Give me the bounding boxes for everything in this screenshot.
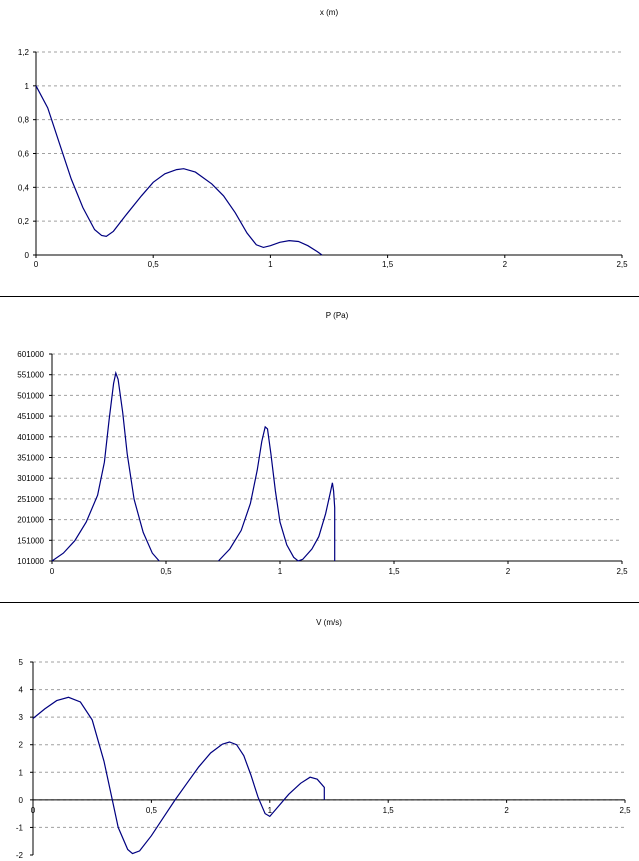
- y-tick-label: 251000: [17, 495, 44, 504]
- y-tick-label: 0: [25, 251, 30, 260]
- y-tick-label: 351000: [17, 454, 44, 463]
- y-tick-label: 501000: [17, 391, 44, 400]
- x-tick-label: 2: [504, 806, 509, 815]
- chart-panel-p: P (Pa) 101000 151000 201000 251000 301000 3510…: [0, 297, 639, 602]
- x-tick-label: 1: [278, 567, 283, 576]
- x-tick-label: 2,5: [616, 567, 628, 576]
- x-tick-label: 1: [268, 806, 273, 815]
- y-tick-label: 1,2: [18, 48, 30, 57]
- y-tick-label: -2: [16, 851, 24, 860]
- y-tick-label: 4: [19, 686, 24, 695]
- y-tick-label: 5: [19, 658, 24, 667]
- y-tick-label: 151000: [17, 536, 44, 545]
- y-tick-label: -1: [16, 823, 24, 832]
- x-tick-label: 0: [31, 806, 36, 815]
- chart-panel-v: V (m/s) -2 -1 0 1 2 3 4 5 0 0,5 1 1,5 2 2,5: [0, 603, 639, 861]
- x-tick-label: 0,5: [146, 806, 158, 815]
- series-line: [51, 370, 160, 562]
- x-tick-label: 1: [268, 260, 273, 269]
- chart-x: x (m) 0 0,2 0,4 0,6 0,8 1 1,2 0 0,5 1 1,5 2 2,5: [18, 8, 628, 269]
- chart-title: V (m/s): [316, 618, 342, 627]
- y-tick-label: 551000: [17, 371, 44, 380]
- chart-title: x (m): [320, 8, 339, 17]
- chart-p: P (Pa) 101000 151000 201000 251000 301000 3510…: [17, 311, 628, 576]
- x-tick-label: 0: [34, 260, 39, 269]
- series-line: [217, 425, 336, 562]
- y-tick-label: 0: [19, 796, 24, 805]
- panel-divider: [0, 296, 639, 297]
- y-tick-label: 1: [19, 768, 24, 777]
- x-tick-label: 1,5: [383, 806, 395, 815]
- y-tick-label: 101000: [17, 557, 44, 566]
- chart-panel-x: x (m) 0 0,2 0,4 0,6 0,8 1 1,2 0 0,5 1 1,5 2 2,5: [0, 0, 639, 296]
- y-tick-label: 2: [19, 741, 24, 750]
- y-tick-label: 601000: [17, 350, 44, 359]
- chart-title: P (Pa): [326, 311, 349, 320]
- x-tick-label: 0: [50, 567, 55, 576]
- x-tick-label: 2: [503, 260, 508, 269]
- chart-v: V (m/s) -2 -1 0 1 2 3 4 5 0 0,5 1 1,5 2 2,5: [16, 618, 631, 860]
- y-tick-label: 451000: [17, 412, 44, 421]
- y-tick-label: 201000: [17, 516, 44, 525]
- series-line: [32, 696, 325, 855]
- x-tick-label: 2,5: [619, 806, 631, 815]
- series-line: [35, 85, 323, 256]
- x-tick-label: 1,5: [388, 567, 400, 576]
- x-tick-label: 0,5: [148, 260, 160, 269]
- y-tick-label: 3: [19, 713, 24, 722]
- y-tick-label: 0,8: [18, 116, 30, 125]
- panel-divider: [0, 602, 639, 603]
- y-tick-label: 401000: [17, 433, 44, 442]
- x-tick-label: 2: [506, 567, 511, 576]
- y-tick-label: 0,6: [18, 150, 30, 159]
- x-tick-label: 0,5: [160, 567, 172, 576]
- x-tick-label: 1,5: [382, 260, 394, 269]
- x-tick-label: 2,5: [616, 260, 628, 269]
- y-tick-label: 301000: [17, 474, 44, 483]
- y-tick-label: 0,2: [18, 217, 30, 226]
- y-tick-label: 1: [25, 82, 30, 91]
- y-tick-label: 0,4: [18, 183, 30, 192]
